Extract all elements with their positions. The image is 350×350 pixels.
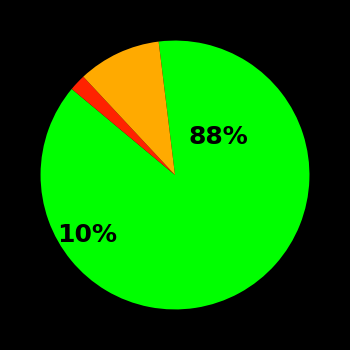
Wedge shape	[72, 77, 175, 175]
Wedge shape	[41, 41, 309, 309]
Text: 88%: 88%	[188, 125, 248, 149]
Text: 10%: 10%	[58, 224, 118, 247]
Wedge shape	[83, 42, 175, 175]
